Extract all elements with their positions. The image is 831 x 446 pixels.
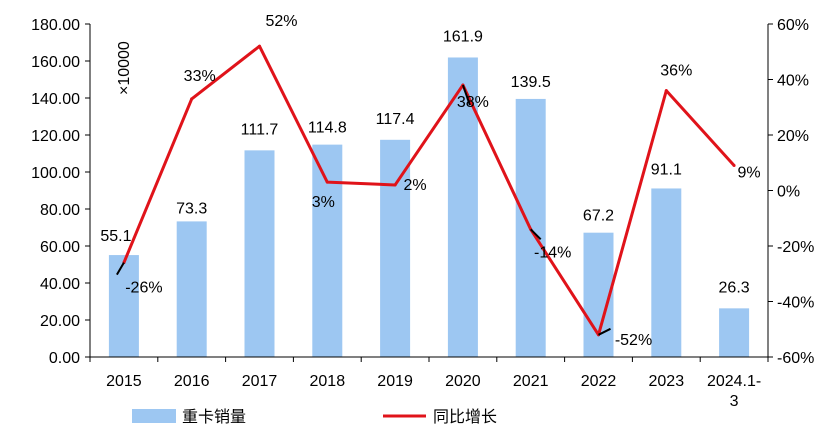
line-value-label: 36% bbox=[660, 63, 692, 80]
bar-2024.1-3 bbox=[719, 308, 750, 357]
growth-point-2019 bbox=[393, 183, 397, 187]
legend-label-line: 同比增长 bbox=[433, 408, 497, 426]
bar-value-label: 117.4 bbox=[376, 111, 415, 128]
axes: 0.00 20.00 40.00 60.00 80.00 100.00 120.00 140.… bbox=[31, 17, 814, 410]
line-value-label: 3% bbox=[312, 194, 335, 211]
bar-value-label: 139.5 bbox=[511, 74, 551, 91]
x-tick-label: 2018 bbox=[310, 373, 346, 390]
line-value-label: -14% bbox=[534, 244, 571, 261]
bar-value-label: 26.3 bbox=[719, 279, 750, 296]
right-tick-label: 0% bbox=[777, 184, 800, 201]
bar-2023 bbox=[651, 188, 682, 357]
line-value-label: 33% bbox=[184, 68, 216, 85]
left-tick-label: 0.00 bbox=[49, 350, 80, 367]
growth-line bbox=[122, 44, 736, 337]
right-tick-label: 20% bbox=[777, 128, 809, 145]
growth-point-2023 bbox=[664, 89, 668, 93]
right-tick-label: -40% bbox=[777, 295, 814, 312]
label-leader-line bbox=[116, 262, 125, 276]
left-tick-label: 60.00 bbox=[40, 239, 80, 256]
line-value-label: 38% bbox=[457, 94, 489, 111]
bar-value-label: 67.2 bbox=[583, 208, 614, 225]
legend-swatch-bar bbox=[132, 409, 176, 423]
left-tick-label: 20.00 bbox=[40, 313, 80, 330]
right-tick-label: 60% bbox=[777, 17, 809, 34]
x-tick-label: 2024.1-3 bbox=[707, 373, 761, 410]
x-tick-label: 2020 bbox=[445, 373, 481, 390]
line-value-label: -52% bbox=[615, 332, 652, 349]
line-value-label: 52% bbox=[265, 13, 297, 30]
left-tick-label: 80.00 bbox=[40, 202, 80, 219]
legend: 重卡销量 同比增长 bbox=[132, 408, 497, 426]
bar-2018 bbox=[312, 144, 343, 357]
line-value-label: 2% bbox=[404, 177, 427, 194]
right-tick-label: -20% bbox=[777, 239, 814, 256]
bar-value-label: 55.1 bbox=[100, 228, 131, 245]
left-tick-label: 140.00 bbox=[31, 91, 80, 108]
left-tick-label: 160.00 bbox=[31, 54, 80, 71]
x-tick-label: 2015 bbox=[106, 373, 142, 390]
label-leader-line bbox=[598, 327, 611, 336]
growth-point-2016 bbox=[190, 97, 194, 101]
bar-value-label: 114.8 bbox=[308, 120, 347, 137]
right-tick-label: -60% bbox=[777, 350, 814, 367]
growth-point-2017 bbox=[258, 44, 261, 48]
x-tick-label: 2017 bbox=[242, 373, 278, 390]
x-tick-label: 2022 bbox=[581, 373, 617, 390]
bar-value-label: 161.9 bbox=[443, 28, 483, 45]
bar-2016 bbox=[176, 221, 207, 357]
line-series bbox=[122, 44, 736, 337]
bar-value-label: 91.1 bbox=[651, 161, 682, 178]
left-tick-label: 120.00 bbox=[31, 128, 80, 145]
legend-label-bar: 重卡销量 bbox=[182, 408, 246, 426]
left-tick-label: 180.00 bbox=[31, 17, 80, 34]
line-value-label: 9% bbox=[738, 165, 761, 182]
bar-2017 bbox=[244, 150, 275, 357]
x-tick-label: 2019 bbox=[377, 373, 413, 390]
x-tick-label: 2016 bbox=[174, 373, 210, 390]
growth-point-2018 bbox=[325, 180, 329, 184]
bar-value-label: 73.3 bbox=[176, 200, 207, 217]
label-leader-line bbox=[461, 84, 471, 106]
line-value-label: -26% bbox=[125, 280, 162, 297]
left-tick-label: 40.00 bbox=[40, 276, 80, 293]
bar-value-label: 111.7 bbox=[241, 121, 279, 138]
data-labels: 55.1 73.3 111.7 114.8 117.4 161.9 139.5 67.2 91.… bbox=[100, 13, 760, 349]
label-leader-line bbox=[529, 228, 542, 241]
unit-label: ×10000 bbox=[116, 41, 133, 95]
x-tick-label: 2023 bbox=[649, 373, 685, 390]
right-tick-label: 40% bbox=[777, 73, 809, 90]
growth-point-2024.1-3 bbox=[732, 164, 736, 168]
bar-2019 bbox=[380, 139, 411, 357]
bar-2015 bbox=[108, 255, 139, 357]
left-tick-label: 100.00 bbox=[31, 165, 80, 182]
x-tick-label: 2021 bbox=[513, 373, 549, 390]
